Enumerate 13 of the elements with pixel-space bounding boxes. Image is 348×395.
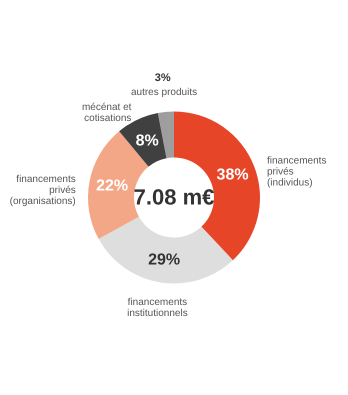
data-label: 3% [154, 72, 171, 84]
slice-label: autres produits [130, 86, 198, 98]
slice-label: financements institutionnels [127, 297, 188, 320]
slice-label: financements privés (organisations) [10, 174, 76, 207]
data-label: 8% [136, 132, 159, 150]
slice-label: financements privés (individus) [266, 156, 326, 189]
data-label: 29% [148, 252, 180, 269]
donut-slice [98, 216, 233, 284]
donut-slice [158, 112, 174, 158]
slice-label: mécénat et cotisations [82, 102, 132, 124]
data-label: 22% [96, 178, 128, 195]
text: 7.08 m€ [134, 184, 214, 210]
data-label: 38% [216, 166, 249, 184]
